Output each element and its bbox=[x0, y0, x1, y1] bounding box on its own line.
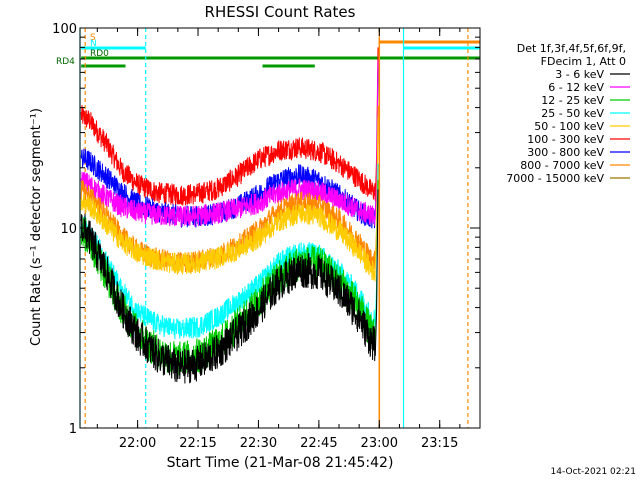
y-tick-label-0: 1 bbox=[69, 422, 77, 437]
legend-label-1: 6 - 12 keV bbox=[548, 81, 604, 94]
chart-title: RHESSI Count Rates bbox=[205, 3, 356, 21]
x-tick-label-3: 22:45 bbox=[300, 436, 337, 451]
series-line-5 bbox=[80, 47, 379, 206]
x-tick-label-1: 22:15 bbox=[179, 436, 216, 451]
legend-label-8: 7000 - 15000 keV bbox=[506, 172, 604, 185]
y-axis: 1 10 100 bbox=[52, 22, 480, 437]
y-tick-label-2: 100 bbox=[52, 22, 77, 37]
y-axis-label: Count Rate (s⁻¹ detector segment⁻¹) bbox=[29, 108, 44, 346]
flag-label-2: RD0 bbox=[90, 49, 109, 59]
x-axis-label: Start Time (21-Mar-08 21:45:42) bbox=[167, 455, 394, 471]
legend-header-0: Det 1f,3f,4f,5f,6f,9f, bbox=[517, 42, 626, 55]
y-tick-label-1: 10 bbox=[60, 222, 77, 237]
x-tick-label-5: 23:15 bbox=[421, 436, 458, 451]
footer-timestamp: 14-Oct-2021 02:21 bbox=[551, 467, 636, 477]
series-line-4 bbox=[80, 116, 379, 282]
x-tick-label-0: 22:00 bbox=[119, 436, 156, 451]
legend: Det 1f,3f,4f,5f,6f,9f,FDecim 1, Att 03 -… bbox=[506, 42, 630, 185]
legend-label-2: 12 - 25 keV bbox=[541, 94, 604, 107]
flag-label-0: S bbox=[90, 33, 96, 43]
legend-label-0: 3 - 6 keV bbox=[555, 68, 604, 81]
x-axis: 22:00 22:15 22:30 22:45 23:00 23:15 bbox=[96, 28, 481, 451]
x-tick-label-2: 22:30 bbox=[240, 436, 277, 451]
legend-label-7: 800 - 7000 keV bbox=[520, 159, 604, 172]
legend-label-3: 25 - 50 keV bbox=[541, 107, 604, 120]
flag-label-3: RD4 bbox=[56, 57, 75, 67]
x-tick-label-4: 23:00 bbox=[361, 436, 398, 451]
series-line-0 bbox=[80, 189, 379, 384]
legend-label-6: 300 - 800 keV bbox=[527, 146, 604, 159]
plot-series bbox=[80, 47, 379, 384]
flag-label-1: N bbox=[90, 39, 97, 49]
legend-header-1: FDecim 1, Att 0 bbox=[541, 55, 626, 68]
series-line-3 bbox=[80, 163, 379, 340]
legend-label-5: 100 - 300 keV bbox=[527, 133, 604, 146]
legend-label-4: 50 - 100 keV bbox=[534, 120, 604, 133]
